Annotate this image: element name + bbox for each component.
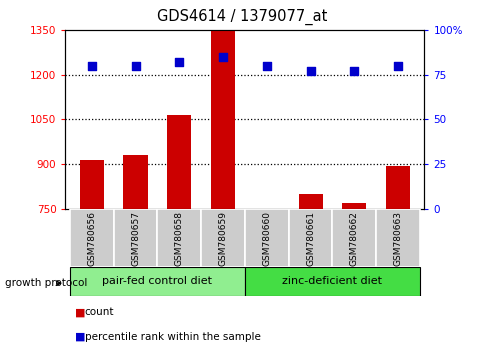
Text: zinc-deficient diet: zinc-deficient diet [282,276,382,286]
Text: GDS4614 / 1379077_at: GDS4614 / 1379077_at [157,9,327,25]
Text: GSM780657: GSM780657 [131,211,140,266]
Bar [254,209,278,210]
Text: GSM780659: GSM780659 [218,211,227,266]
Text: GSM780658: GSM780658 [174,211,183,266]
Point [219,54,227,60]
Bar [157,209,201,267]
Point [350,68,358,74]
Text: GSM780662: GSM780662 [349,211,358,266]
Bar [123,155,147,209]
Bar [332,209,376,267]
Point [131,63,139,69]
Bar [288,209,332,267]
Bar [376,209,419,267]
Text: GSM780661: GSM780661 [305,211,315,266]
Bar [79,160,104,209]
Bar [167,115,191,209]
Bar [385,166,409,209]
Bar [70,209,113,267]
Point [393,63,401,69]
Bar [244,267,419,296]
Text: percentile rank within the sample: percentile rank within the sample [85,332,260,342]
Text: ■: ■ [75,307,86,317]
Bar [244,209,288,267]
Bar [211,30,235,209]
Bar [201,209,244,267]
Bar [70,267,244,296]
Text: GSM780660: GSM780660 [262,211,271,266]
Text: GSM780656: GSM780656 [87,211,96,266]
Point [306,68,314,74]
Text: ■: ■ [75,332,86,342]
Text: count: count [85,307,114,317]
Point [88,63,95,69]
Bar [342,203,365,209]
Bar [298,194,322,209]
Point [262,63,270,69]
Text: growth protocol: growth protocol [5,278,87,288]
Point [175,59,183,65]
Text: GSM780663: GSM780663 [393,211,402,266]
Bar [113,209,157,267]
Text: pair-fed control diet: pair-fed control diet [102,276,212,286]
